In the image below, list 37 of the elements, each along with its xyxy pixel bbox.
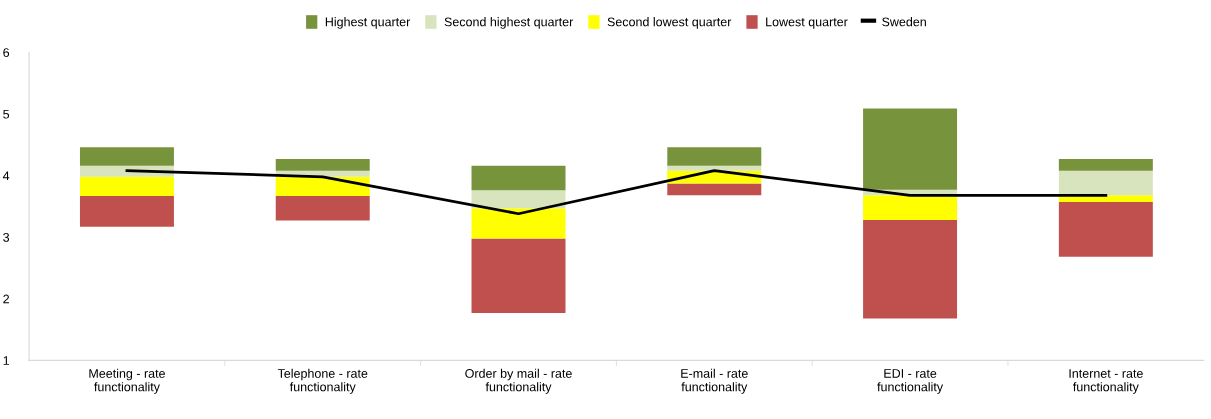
bar	[275, 195, 370, 221]
legend-label: Highest quarter	[325, 17, 411, 29]
bar	[1058, 202, 1153, 257]
x-tick-label: EDI - rate functionality	[877, 369, 944, 394]
legend-label: Second lowest quarter	[607, 17, 732, 29]
bar	[863, 219, 958, 319]
bar	[863, 108, 958, 190]
y-tick-label: 2	[3, 294, 9, 304]
bar	[667, 147, 762, 166]
bar	[275, 176, 370, 196]
legend-label: Second highest quarter	[444, 17, 574, 29]
bar	[1058, 158, 1153, 171]
bar	[79, 176, 174, 196]
bar	[667, 183, 762, 196]
bar	[471, 208, 566, 239]
y-tick-label: 5	[3, 109, 10, 119]
bar	[79, 147, 174, 166]
legend-label: Sweden	[882, 17, 926, 27]
x-tick-label: E-mail - rate functionality	[681, 368, 748, 394]
x-tick-label: Meeting - rate functionality	[89, 368, 165, 394]
bar	[863, 195, 958, 220]
line-series	[125, 169, 1108, 216]
bar	[667, 165, 762, 171]
y-tick-label: 6	[3, 48, 10, 58]
legend-label: Lowest quarter	[766, 17, 848, 29]
y-tick-label: 3	[3, 232, 10, 242]
bar	[1058, 170, 1153, 196]
y-tick-label: 4	[2, 171, 10, 181]
x-tick-label: Order by mail - rate functionality	[465, 368, 572, 394]
bar	[471, 165, 566, 191]
x-tick-label: Telephone - rate functionality	[277, 368, 368, 394]
y-tick-label: 1	[3, 356, 10, 365]
bar	[79, 195, 174, 227]
bar	[275, 158, 370, 171]
bar	[471, 238, 566, 313]
x-tick-label: Internet - rate functionality	[1069, 369, 1143, 394]
bar	[471, 190, 566, 209]
